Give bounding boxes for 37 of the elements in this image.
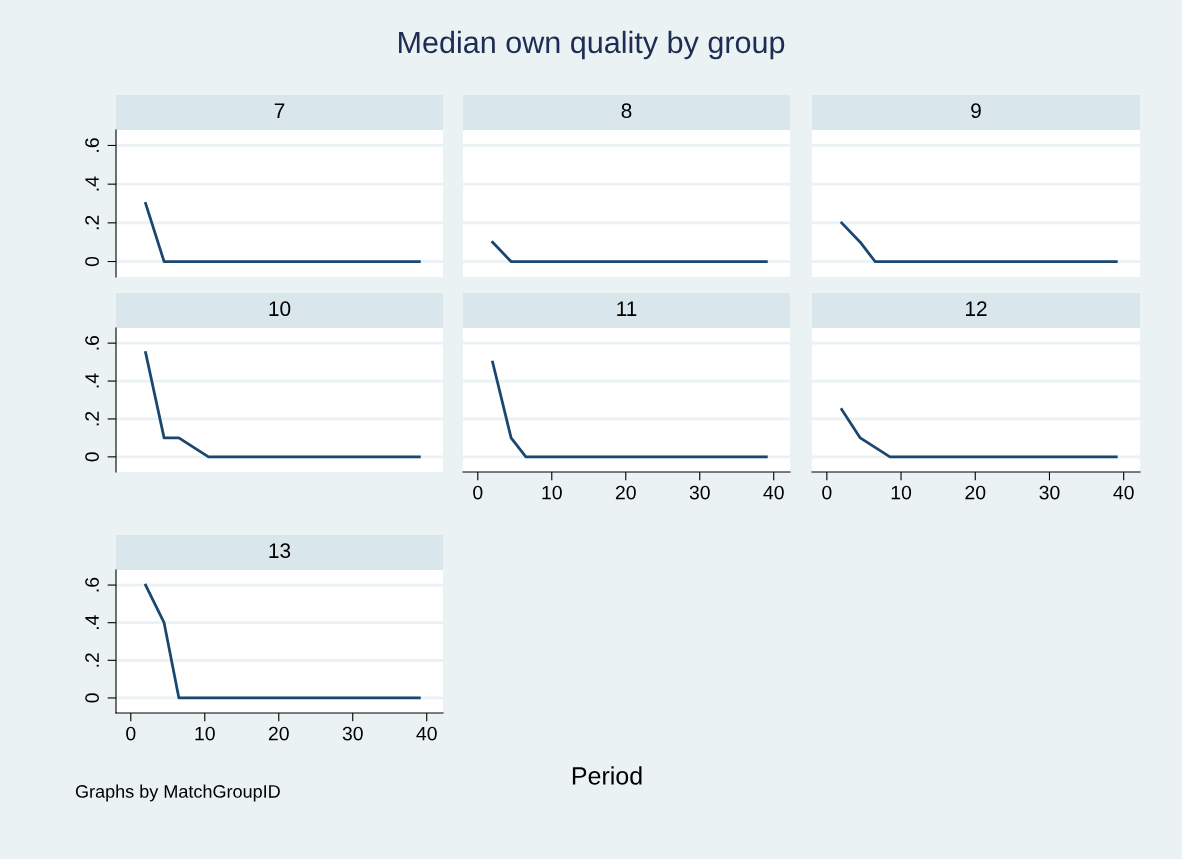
y-tick-label: .2 — [85, 215, 99, 230]
y-tick-label: .2 — [85, 653, 99, 667]
x-tick-label: 40 — [416, 726, 437, 741]
text: Median own quality by group — [399, 30, 785, 60]
chart-title: 10 — [269, 301, 291, 317]
x-tick-label: 30 — [1039, 485, 1060, 500]
x-tick-label: 10 — [195, 726, 215, 741]
y-tick-label: 0 — [85, 693, 99, 703]
y-tick-label: .4 — [85, 176, 99, 191]
chart-title: 7 — [274, 103, 285, 118]
x-tick-label: 0 — [473, 485, 483, 500]
y-tick-label: .2 — [85, 411, 99, 426]
y-tick-label: 0 — [85, 452, 99, 462]
x-tick-label: 30 — [689, 485, 710, 500]
x-tick-label: 30 — [342, 726, 363, 741]
y-tick-label: .6 — [85, 335, 99, 350]
x-tick-label: 40 — [1113, 485, 1134, 500]
x-tick-label: 10 — [891, 485, 912, 500]
x-tick-label: 40 — [763, 485, 784, 500]
y-tick-label: .6 — [85, 138, 99, 152]
chart-title: 13 — [269, 543, 291, 559]
y-tick-label: .4 — [85, 615, 99, 630]
chart-title: 9 — [971, 103, 981, 119]
x-tick-label: 10 — [542, 485, 562, 500]
chart-title: 12 — [966, 301, 987, 316]
x-tick-label: 0 — [126, 726, 136, 741]
y-tick-label: .6 — [85, 577, 99, 592]
y-tick-label: .4 — [85, 373, 99, 388]
x-tick-label: 20 — [268, 726, 289, 741]
y-tick-label: 0 — [85, 256, 99, 267]
text: Graphs by MatchGroupID — [75, 784, 280, 802]
x-tick-label: 20 — [615, 485, 636, 500]
chart-title: 11 — [617, 301, 637, 316]
x-tick-label: 20 — [965, 485, 986, 500]
text: Period — [572, 766, 642, 785]
x-tick-label: 0 — [822, 485, 832, 500]
chart-title: 8 — [621, 103, 632, 119]
